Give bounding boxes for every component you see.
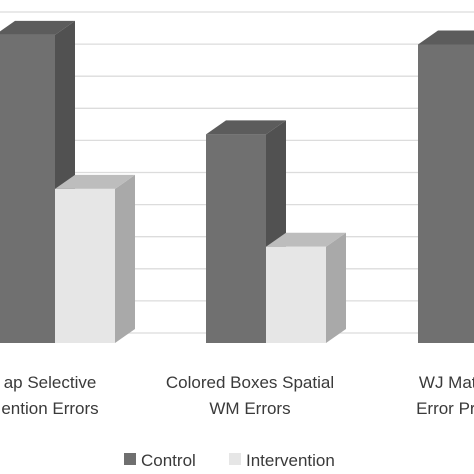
bar-front [418, 44, 474, 343]
category-tick-labels: ap Selective ention Errors Colored Boxes S… [1, 373, 474, 418]
category-label: WJ Math F [419, 373, 474, 392]
bar-front [55, 188, 115, 343]
category-label: WM Errors [209, 399, 290, 418]
category-label: ap Selective [4, 373, 97, 392]
legend-label-control: Control [141, 451, 196, 470]
bar-top [55, 174, 135, 189]
bar-front [0, 34, 55, 344]
bar-side [115, 174, 135, 343]
bar-top [266, 232, 346, 247]
bar-top [206, 120, 286, 135]
legend-swatch-intervention [229, 453, 241, 465]
legend-label-intervention: Intervention [246, 451, 335, 470]
bar-front [206, 134, 266, 343]
bar-top [0, 20, 75, 35]
bar-intervention-0 [55, 174, 135, 343]
category-label: ention Errors [1, 399, 98, 418]
legend: Control Intervention [124, 451, 335, 470]
category-label: Error Propo [416, 399, 474, 418]
category-label: Colored Boxes Spatial [166, 373, 334, 392]
bar-control-2 [418, 30, 474, 343]
bar-top [418, 30, 474, 45]
bar-intervention-1 [266, 232, 346, 343]
bars [0, 20, 474, 344]
bar-side [326, 232, 346, 343]
legend-swatch-control [124, 453, 136, 465]
bar-front [266, 246, 326, 343]
